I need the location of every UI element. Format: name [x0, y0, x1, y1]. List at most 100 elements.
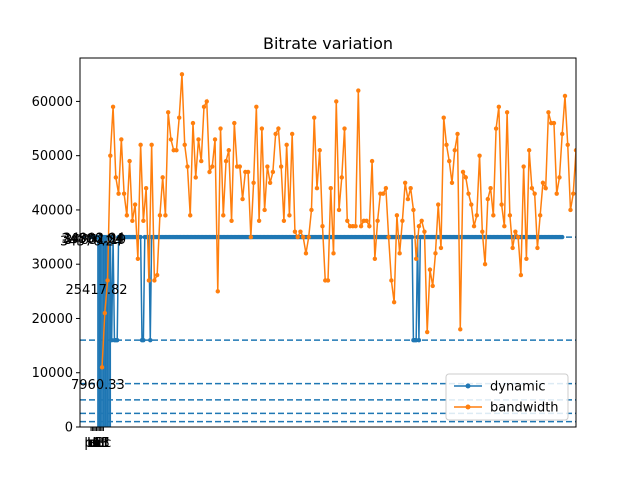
bandwidth-point: [102, 310, 108, 316]
bandwidth-point: [427, 267, 433, 272]
bandwidth-point: [127, 158, 132, 164]
bandwidth-point: [334, 99, 339, 104]
bandwidth-point: [391, 299, 397, 305]
y-tick-label: 10000: [32, 366, 73, 381]
bandwidth-point: [193, 175, 198, 180]
legend-marker-bandwidth: [465, 404, 471, 410]
bandwidth-point: [463, 175, 468, 180]
data-annotation: 34902.94: [63, 232, 125, 247]
bandwidth-point: [99, 365, 105, 370]
x-tick-label: act: [89, 436, 109, 451]
plot-area: 0 10000 20000 30000 40000 50000 60000 ptttbthbt…: [32, 57, 577, 451]
y-tick-label: 60000: [32, 95, 73, 110]
bandwidth-point: [229, 218, 234, 223]
bandwidth-point: [436, 202, 441, 207]
bandwidth-point: [303, 251, 309, 256]
bandwidth-point: [364, 218, 369, 223]
bandwidth-point: [232, 120, 237, 126]
bandwidth-point: [477, 153, 482, 158]
bandwidth-point: [529, 186, 535, 191]
bandwidth-point: [251, 180, 256, 186]
x-tick-label: CE: [92, 436, 109, 451]
bandwidth-point: [262, 207, 267, 213]
bandwidth-point: [405, 196, 411, 202]
x-tick-label: tt: [87, 436, 97, 451]
bandwidth-point: [515, 234, 521, 240]
bandwidth-point: [367, 224, 372, 229]
dynamic-point: [148, 337, 153, 343]
bandwidth-point: [458, 327, 463, 332]
bandwidth-point: [135, 256, 141, 261]
bandwidth-point: [312, 115, 317, 120]
bandwidth-point: [535, 245, 540, 251]
bandwidth-point: [425, 329, 430, 335]
x-tick-label: pt: [84, 436, 97, 451]
bandwidth-point: [226, 148, 231, 153]
y-tick-label: 40000: [32, 203, 73, 218]
dynamic-point: [115, 337, 120, 343]
bandwidth-point: [185, 164, 190, 169]
bandwidth-point: [474, 213, 479, 218]
bandwidth-point: [306, 234, 311, 240]
bandwidth-point: [491, 213, 496, 218]
bandwidth-point: [460, 169, 466, 175]
y-tick-label: 20000: [32, 312, 73, 327]
data-annotation: 34370.24: [60, 234, 122, 249]
bandwidth-point: [276, 126, 281, 131]
bandwidth-point: [452, 148, 457, 153]
bandwidth-point: [380, 191, 386, 196]
bandwidth-point: [154, 272, 160, 278]
bandwidth-point: [188, 213, 193, 218]
x-tick-label: ocl: [89, 436, 108, 451]
x-tick-label: L3: [94, 436, 110, 451]
bandwidth-point: [196, 137, 201, 142]
bandwidth-point: [502, 224, 507, 229]
bandwidth-point: [146, 278, 152, 283]
bandwidth-point: [543, 186, 548, 191]
legend-marker-dynamic: [465, 383, 471, 389]
x-tick-label: ut: [90, 436, 103, 451]
bandwidth-point: [430, 283, 435, 289]
dynamic-point: [110, 234, 116, 240]
bandwidth-point: [526, 148, 532, 153]
bandwidth-point: [345, 218, 350, 223]
bandwidth-point: [199, 158, 204, 164]
x-tick-label: bt: [87, 436, 100, 451]
bandwidth-point: [493, 126, 499, 131]
bandwidth-point: [116, 191, 121, 196]
legend-label-dynamic: dynamic: [490, 380, 546, 395]
bandwidth-point: [397, 251, 402, 256]
bandwidth-point: [433, 251, 438, 256]
bandwidth-point: [207, 169, 212, 175]
bandwidth-point: [562, 93, 568, 99]
bandwidth-point: [372, 256, 378, 261]
bandwidth-point: [419, 218, 424, 223]
bandwidth-point: [386, 234, 391, 240]
dynamic-point: [416, 337, 422, 343]
bandwidth-point: [375, 218, 380, 223]
bandwidth-point: [138, 142, 143, 148]
bandwidth-point: [141, 218, 146, 223]
bandwidth-point: [163, 213, 168, 218]
data-annotation: 34651.19: [64, 233, 126, 248]
bandwidth-point: [571, 191, 576, 196]
bandwidth-point: [221, 213, 226, 218]
bandwidth-point: [301, 234, 306, 240]
data-annotation: 7960.33: [71, 378, 125, 393]
bandwidth-point: [240, 196, 245, 202]
bandwidth-point: [270, 169, 276, 175]
axes-frame: [79, 57, 577, 428]
bandwidth-point: [504, 110, 510, 115]
bandwidth-point: [289, 131, 295, 137]
bandwidth-point: [540, 180, 546, 186]
dynamic-point: [141, 337, 146, 343]
bandwidth-point: [560, 131, 565, 137]
bandwidth-point: [212, 137, 218, 142]
bandwidth-point: [281, 218, 287, 223]
bandwidth-point: [110, 104, 116, 110]
bandwidth-point: [482, 262, 488, 267]
bandwidth-point: [532, 191, 537, 196]
bandwidth-point: [358, 224, 364, 229]
bandwidth-point: [480, 229, 485, 234]
bandwidth-point: [568, 207, 573, 213]
